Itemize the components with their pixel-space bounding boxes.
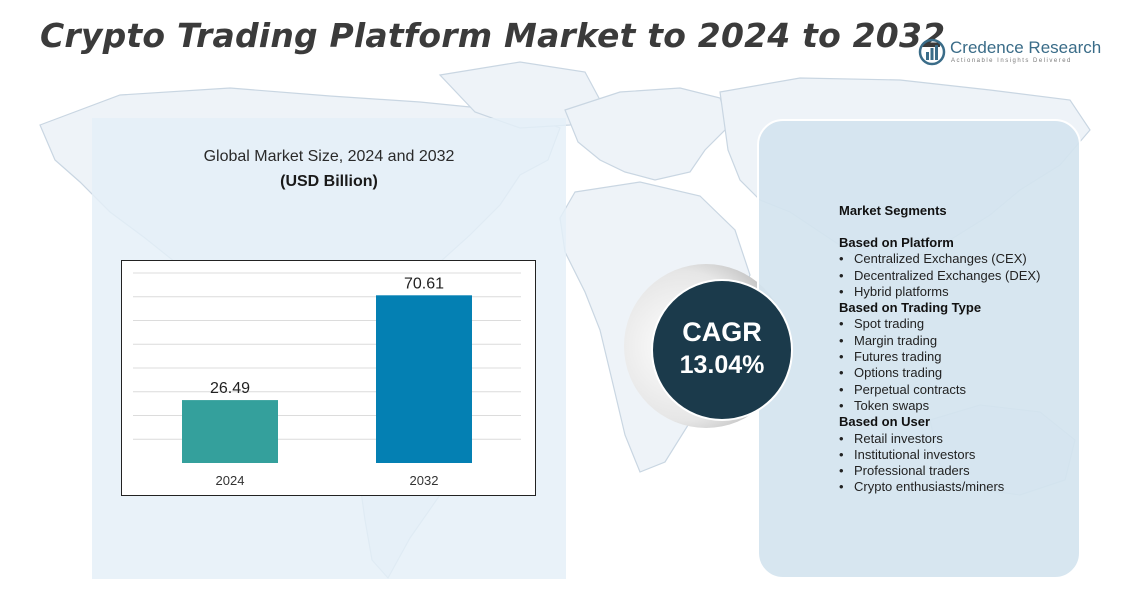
list-item: Professional traders bbox=[839, 463, 1040, 479]
bar-2024 bbox=[182, 400, 278, 463]
cagr-label: CAGR bbox=[682, 317, 762, 347]
segment-group-title-user: Based on User bbox=[839, 414, 931, 430]
list-item: Decentralized Exchanges (DEX) bbox=[839, 268, 1040, 284]
list-item: Hybrid platforms bbox=[839, 284, 1040, 300]
segment-list-user: Retail investors Institutional investors… bbox=[839, 431, 1040, 496]
list-item: Perpetual contracts bbox=[839, 382, 1040, 398]
bar-chart: 26.49 2024 70.61 2032 bbox=[121, 260, 536, 496]
segments-content: Market Segments Based on Platform Centra… bbox=[839, 203, 1040, 496]
brand-logo: Credence Research Actionable Insights De… bbox=[918, 36, 1108, 70]
list-item: Margin trading bbox=[839, 333, 1040, 349]
list-item: Spot trading bbox=[839, 316, 1040, 332]
cagr-badge: CAGR 13.04% bbox=[651, 279, 793, 421]
chart-subtitle: (USD Billion) bbox=[280, 173, 378, 190]
segment-group-title-trading-type: Based on Trading Type bbox=[839, 300, 982, 316]
labels: 26.49 2024 70.61 2032 bbox=[210, 275, 444, 488]
cagr-value: 13.04% bbox=[679, 351, 765, 379]
data-label-2032: 70.61 bbox=[404, 275, 444, 292]
page-title: Crypto Trading Platform Market to 2024 t… bbox=[40, 16, 946, 55]
data-label-2024: 26.49 bbox=[210, 380, 250, 397]
segment-list-platform: Centralized Exchanges (CEX) Decentralize… bbox=[839, 251, 1040, 300]
chart-title: Global Market Size, 2024 and 2032 bbox=[203, 148, 455, 165]
segment-group-title-platform: Based on Platform bbox=[839, 235, 954, 250]
segments-title: Market Segments bbox=[839, 203, 947, 218]
credence-logo-icon bbox=[918, 38, 946, 66]
list-item: Centralized Exchanges (CEX) bbox=[839, 251, 1040, 267]
logo-name: Credence Research bbox=[950, 38, 1102, 57]
list-item: Options trading bbox=[839, 365, 1040, 381]
list-item: Token swaps bbox=[839, 398, 1040, 414]
list-item: Crypto enthusiasts/miners bbox=[839, 479, 1040, 495]
logo-tagline: Actionable Insights Delivered bbox=[951, 58, 1072, 64]
map-europe bbox=[564, 87, 731, 181]
bars bbox=[182, 295, 472, 463]
category-label-2024: 2024 bbox=[216, 473, 245, 488]
list-item: Futures trading bbox=[839, 349, 1040, 365]
list-item: Retail investors bbox=[839, 431, 1040, 447]
bar-2032 bbox=[376, 295, 472, 463]
segment-list-trading-type: Spot trading Margin trading Futures trad… bbox=[839, 316, 1040, 414]
category-label-2032: 2032 bbox=[410, 473, 439, 488]
list-item: Institutional investors bbox=[839, 447, 1040, 463]
